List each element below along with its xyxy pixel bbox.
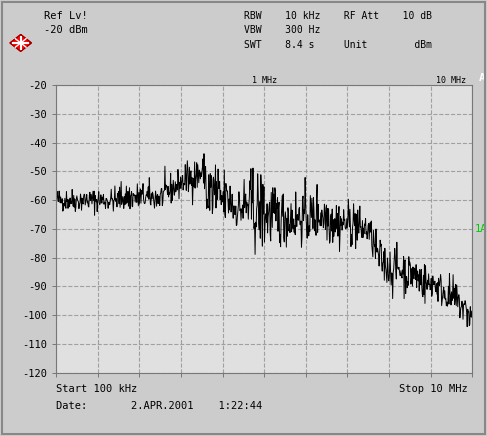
Text: Date:       2.APR.2001    1:22:44: Date: 2.APR.2001 1:22:44	[56, 401, 262, 411]
Text: VBW    300 Hz: VBW 300 Hz	[244, 25, 320, 35]
Text: Ref Lv!: Ref Lv!	[44, 11, 88, 21]
Text: RBW    10 kHz    RF Att    10 dB: RBW 10 kHz RF Att 10 dB	[244, 11, 431, 21]
Text: A: A	[479, 73, 486, 83]
Text: Stop 10 MHz: Stop 10 MHz	[399, 384, 468, 394]
Text: SWT    8.4 s     Unit        dBm: SWT 8.4 s Unit dBm	[244, 40, 431, 50]
Text: -20 dBm: -20 dBm	[44, 25, 88, 35]
Text: 1AP: 1AP	[474, 224, 487, 234]
Text: 1 MHz: 1 MHz	[252, 76, 277, 85]
Text: Start 100 kHz: Start 100 kHz	[56, 384, 137, 394]
Text: 10 MHz: 10 MHz	[436, 76, 466, 85]
Polygon shape	[10, 34, 32, 51]
